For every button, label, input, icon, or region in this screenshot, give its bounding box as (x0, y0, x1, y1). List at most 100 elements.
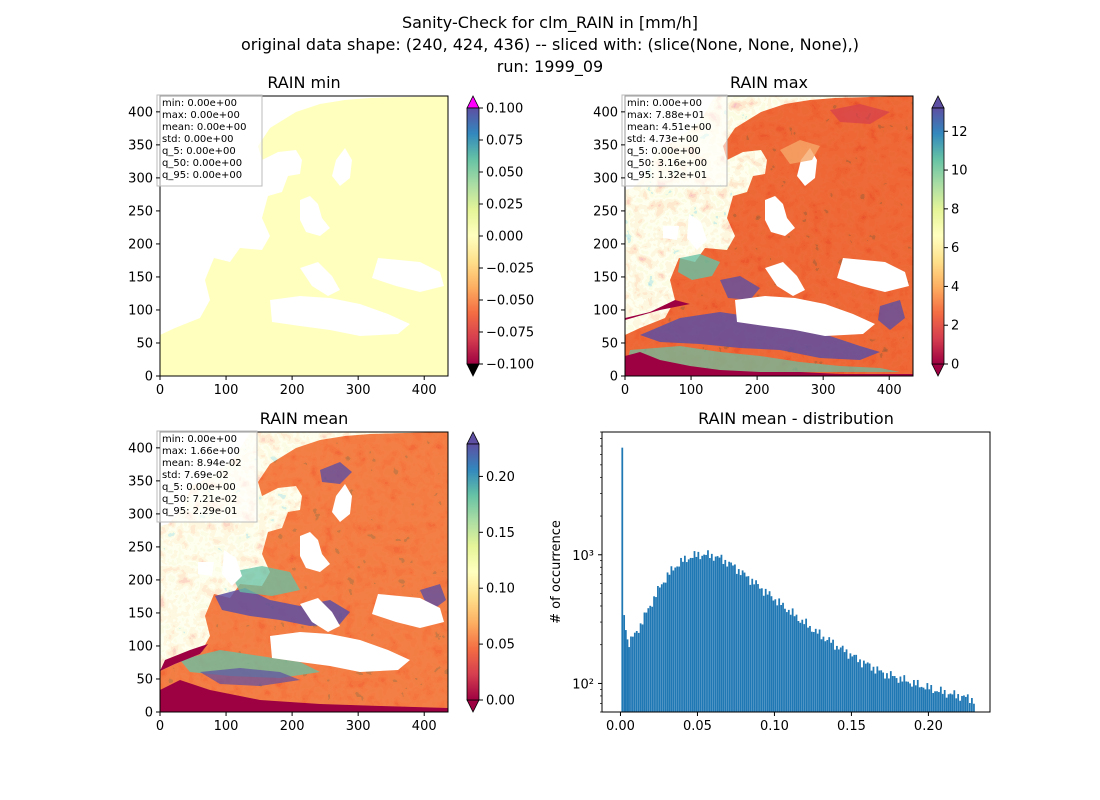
histogram-frame (601, 431, 991, 713)
histogram-bar (943, 689, 946, 712)
histogram-bar (689, 557, 692, 712)
histogram-bar (822, 636, 825, 712)
histogram-bar (745, 576, 748, 712)
histogram-bar (653, 596, 655, 712)
histogram-bar (782, 602, 784, 712)
histogram-bar (714, 556, 717, 712)
histogram-bar (662, 582, 665, 712)
stat-line: q_50: 7.21e-02 (162, 494, 237, 505)
colorbar-tick-label: 0.000 (486, 230, 523, 245)
histogram-bar (837, 649, 840, 712)
histogram-bar (924, 689, 927, 712)
histogram-bar (703, 554, 705, 712)
colorbar-rain-min: 0.100 0.075 0.050 0.025 0.000 −0.025 −0.050 −0.… (466, 95, 534, 377)
histogram-bar (687, 559, 690, 712)
histogram-bar (820, 639, 823, 712)
histogram-bar (789, 614, 792, 712)
histogram-x-tick-label: 0.05 (683, 719, 712, 734)
panel-histogram: RAIN mean - distribution 0.00 0.05 0.10 0.1… (549, 409, 991, 734)
histogram-bar (701, 555, 704, 712)
histogram-bar (778, 598, 781, 712)
stat-line: mean: 8.94e-02 (162, 458, 242, 469)
stat-line: max: 7.88e+01 (627, 110, 705, 121)
histogram-bar (843, 652, 846, 712)
histogram-bar (797, 621, 800, 712)
colorbar-tick-label: 0.025 (486, 198, 523, 213)
histogram-bar (891, 676, 894, 712)
figure-title-line-2: original data shape: (240, 424, 436) -- … (241, 35, 859, 54)
histogram-bar (899, 676, 902, 712)
histogram-bar (680, 557, 682, 712)
x-tick-label: 100 (214, 719, 239, 734)
colorbar-rain-mean: 0.20 0.15 0.10 0.05 0.00 (466, 431, 515, 713)
colorbar-over-arrow (931, 95, 945, 109)
y-tick-label: 100 (128, 639, 153, 654)
histogram-bars (621, 447, 975, 712)
histogram-bar (741, 570, 744, 712)
stat-line: max: 1.66e+00 (162, 446, 240, 457)
stats-box-rain-max: min: 0.00e+00 max: 7.88e+01 mean: 4.51e+… (621, 94, 728, 187)
histogram-bar (953, 690, 956, 712)
colorbar-under-arrow (931, 363, 945, 377)
histogram-bar (968, 703, 971, 712)
colorbar-gradient (466, 107, 480, 365)
colorbar-over-arrow (466, 95, 480, 109)
histogram-bar (737, 569, 740, 712)
colorbar-gradient (931, 107, 945, 365)
histogram-bar (732, 565, 734, 712)
histogram-bar (849, 653, 852, 712)
histogram-bar (811, 631, 813, 712)
x-tick-label: 400 (412, 383, 437, 398)
histogram-bar (920, 686, 923, 712)
histogram-bar (949, 693, 952, 712)
y-tick-label: 200 (593, 237, 618, 252)
y-tick-label: 100 (128, 303, 153, 318)
histogram-bar (734, 564, 736, 712)
histogram-bar (670, 566, 673, 712)
colorbar-tick-label: −0.025 (486, 262, 534, 277)
histogram-x-tick-label: 0.10 (760, 719, 789, 734)
histogram-bar (660, 584, 663, 712)
histogram-bar (836, 645, 838, 712)
histogram-bar (795, 614, 798, 712)
histogram-bar (728, 561, 731, 712)
y-tick-label: 0 (610, 370, 618, 385)
histogram-bar (941, 693, 944, 712)
histogram-bar (685, 562, 688, 712)
x-tick-label: 400 (877, 383, 902, 398)
colorbar-tick-label: 0.050 (486, 166, 523, 181)
y-tick-label: 200 (128, 237, 153, 252)
stat-line: mean: 4.51e+00 (627, 122, 711, 133)
histogram-bar (903, 675, 906, 712)
histogram-bar (722, 563, 725, 712)
y-tick-label: 300 (128, 507, 153, 522)
colorbar-tick-label: 6 (951, 241, 959, 256)
colorbar-under-arrow (466, 699, 480, 713)
stat-line: min: 0.00e+00 (627, 98, 702, 109)
histogram-bar (776, 605, 779, 712)
histogram-bar (888, 678, 890, 712)
map-field-rain-mean (160, 432, 448, 712)
histogram-bar (621, 447, 624, 712)
figure-title-line-3: run: 1999_09 (496, 57, 604, 76)
histogram-bar (847, 658, 850, 712)
x-tick-label: 100 (679, 383, 704, 398)
histogram-bar (971, 698, 973, 712)
histogram-bar (759, 588, 761, 712)
histogram-bar (886, 673, 888, 712)
stat-line: mean: 0.00e+00 (162, 122, 246, 133)
histogram-bar (784, 608, 786, 712)
y-tick-label: 400 (128, 105, 153, 120)
histogram-bar (766, 594, 769, 712)
histogram-bar (857, 662, 859, 712)
histogram-bar (709, 558, 711, 712)
histogram-bar (872, 666, 875, 712)
histogram-bar (718, 557, 721, 712)
colorbar-tick-label: 4 (951, 280, 959, 295)
stat-line: q_50: 0.00e+00 (162, 158, 242, 169)
histogram-bar (859, 659, 861, 712)
histogram-bar (864, 663, 867, 712)
histogram-bar (805, 618, 808, 712)
histogram-bar (876, 666, 879, 712)
histogram-bar (955, 698, 958, 712)
